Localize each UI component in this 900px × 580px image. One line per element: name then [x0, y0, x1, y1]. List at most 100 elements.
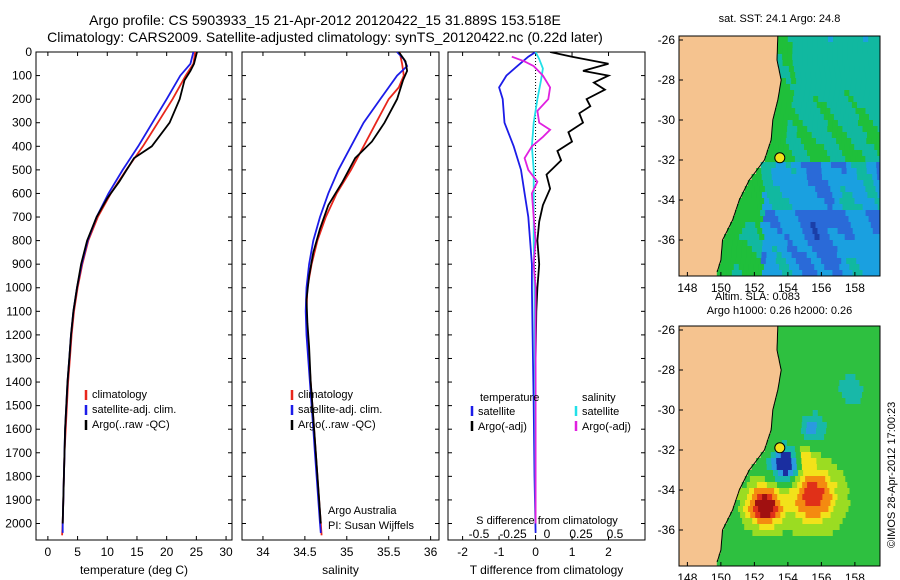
grid-cell [745, 500, 751, 507]
grid-cell [834, 66, 840, 73]
grid-cell [845, 446, 851, 453]
grid-cell [766, 252, 773, 259]
grid-cell [833, 326, 839, 333]
grid-cell [857, 150, 863, 157]
grid-cell [725, 548, 732, 555]
grid-cell [789, 264, 795, 271]
grid-cell [864, 198, 871, 205]
grid-cell [743, 506, 749, 513]
grid-cell [857, 518, 864, 525]
temperature-profile-ytick-label: 2000 [5, 516, 32, 530]
grid-cell [767, 204, 773, 211]
grid-cell [777, 54, 783, 61]
grid-cell [792, 204, 798, 211]
grid-cell [840, 156, 846, 163]
grid-cell [879, 524, 880, 531]
grid-cell [821, 452, 827, 459]
grid-cell [827, 338, 834, 345]
grid-cell [833, 114, 840, 121]
grid-cell [752, 518, 758, 525]
grid-cell [832, 126, 838, 133]
grid-cell [772, 560, 778, 566]
grid-cell [855, 398, 862, 405]
grid-cell [812, 536, 818, 543]
grid-cell [755, 258, 762, 265]
grid-cell [865, 72, 872, 79]
grid-cell [817, 350, 824, 357]
grid-cell [742, 530, 748, 537]
grid-cell [812, 350, 819, 357]
grid-cell [842, 228, 849, 235]
grid-cell [823, 216, 829, 223]
copyright-stamp: ©IMOS 28-Apr-2012 17:00:23 [886, 401, 898, 548]
grid-cell [783, 404, 790, 411]
grid-cell [830, 84, 836, 91]
sst-map-ytick-label: -32 [658, 153, 676, 167]
grid-cell [831, 542, 838, 549]
grid-cell [782, 518, 788, 525]
grid-cell [795, 222, 801, 229]
grid-cell [852, 54, 859, 61]
grid-cell [819, 356, 825, 363]
grid-cell [756, 252, 763, 259]
grid-cell [812, 440, 818, 447]
grid-cell [750, 512, 756, 519]
grid-cell [767, 530, 774, 537]
grid-cell [833, 216, 839, 223]
grid-cell [734, 210, 741, 217]
legend-label: satellite-adj. clim. [92, 404, 176, 416]
grid-cell [755, 548, 762, 555]
grid-cell [816, 252, 823, 259]
grid-cell [792, 350, 799, 357]
grid-cell [778, 404, 785, 411]
grid-cell [786, 542, 793, 549]
grid-cell [873, 180, 880, 187]
grid-cell [758, 264, 765, 271]
grid-cell [812, 494, 818, 501]
grid-cell [760, 210, 766, 217]
grid-cell [831, 458, 838, 465]
salinity-profile-xtick-label: 36 [424, 545, 438, 559]
grid-cell [774, 234, 780, 241]
grid-cell [812, 42, 819, 49]
grid-cell [792, 270, 798, 276]
grid-cell [867, 422, 873, 429]
grid-cell [785, 548, 792, 555]
grid-cell [762, 270, 768, 276]
grid-cell [808, 506, 814, 513]
grid-cell [845, 374, 851, 381]
grid-cell [726, 536, 733, 543]
grid-cell [770, 162, 777, 169]
grid-cell [792, 344, 798, 351]
grid-cell [869, 380, 875, 387]
grid-cell [779, 554, 785, 561]
grid-cell [775, 210, 781, 217]
grid-cell [800, 452, 807, 459]
grid-cell [804, 380, 810, 387]
grid-cell [825, 222, 832, 229]
grid-cell [857, 392, 863, 399]
grid-cell [810, 476, 816, 483]
grid-cell [850, 512, 857, 519]
grid-cell [761, 192, 768, 199]
grid-cell [874, 264, 880, 271]
grid-cell [873, 470, 880, 477]
grid-cell [775, 108, 781, 115]
grid-cell [737, 240, 743, 247]
grid-cell [816, 458, 822, 465]
grid-cell [827, 560, 833, 566]
grid-cell [878, 326, 880, 333]
grid-cell [790, 512, 796, 519]
grid-cell [826, 428, 832, 435]
grid-cell [801, 566, 807, 573]
temperature-profile-xtick-label: 20 [160, 545, 174, 559]
grid-cell [780, 258, 787, 265]
grid-cell [840, 374, 846, 381]
sst-map-ytick-label: -28 [658, 73, 676, 87]
grid-cell [820, 222, 827, 229]
grid-cell [806, 368, 812, 375]
grid-cell [851, 428, 857, 435]
grid-cell [814, 380, 820, 387]
grid-cell [841, 428, 847, 435]
grid-cell [811, 132, 818, 139]
